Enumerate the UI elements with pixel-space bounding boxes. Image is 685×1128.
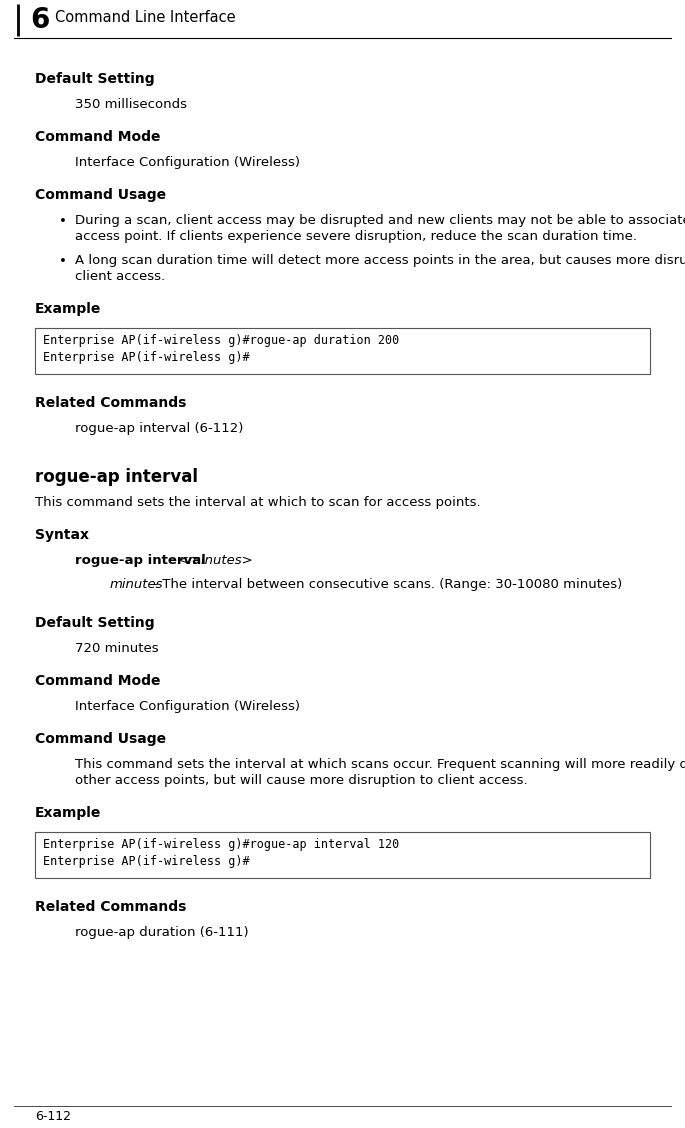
Text: Related Commands: Related Commands (35, 900, 186, 914)
Text: rogue-ap interval: rogue-ap interval (75, 554, 210, 567)
Text: client access.: client access. (75, 270, 165, 283)
Text: rogue-ap duration (6-111): rogue-ap duration (6-111) (75, 926, 249, 938)
Text: rogue-ap interval (6-112): rogue-ap interval (6-112) (75, 422, 243, 435)
FancyBboxPatch shape (35, 832, 650, 878)
Text: 6-112: 6-112 (35, 1110, 71, 1123)
Text: Default Setting: Default Setting (35, 72, 155, 86)
Text: Command Mode: Command Mode (35, 130, 160, 144)
Text: 720 minutes: 720 minutes (75, 642, 159, 655)
Text: Command Line Interface: Command Line Interface (55, 10, 236, 25)
Text: This command sets the interval at which scans occur. Frequent scanning will more: This command sets the interval at which … (75, 758, 685, 772)
Text: Related Commands: Related Commands (35, 396, 186, 409)
Text: <minutes>: <minutes> (177, 554, 253, 567)
Text: During a scan, client access may be disrupted and new clients may not be able to: During a scan, client access may be disr… (75, 214, 685, 227)
Text: Default Setting: Default Setting (35, 616, 155, 631)
Text: Interface Configuration (Wireless): Interface Configuration (Wireless) (75, 700, 300, 713)
Text: •: • (59, 255, 67, 268)
Text: Example: Example (35, 807, 101, 820)
Text: Enterprise AP(if-wireless g)#: Enterprise AP(if-wireless g)# (43, 351, 249, 364)
Text: Example: Example (35, 302, 101, 316)
Text: A long scan duration time will detect more access points in the area, but causes: A long scan duration time will detect mo… (75, 254, 685, 267)
Text: Command Mode: Command Mode (35, 675, 160, 688)
Text: Syntax: Syntax (35, 528, 89, 541)
Text: •: • (59, 215, 67, 228)
Text: Enterprise AP(if-wireless g)#rogue-ap duration 200: Enterprise AP(if-wireless g)#rogue-ap du… (43, 334, 399, 347)
Text: Command Usage: Command Usage (35, 188, 166, 202)
FancyBboxPatch shape (35, 328, 650, 374)
Text: 6: 6 (30, 6, 49, 34)
Text: other access points, but will cause more disruption to client access.: other access points, but will cause more… (75, 774, 527, 787)
Text: Command Usage: Command Usage (35, 732, 166, 746)
Text: access point. If clients experience severe disruption, reduce the scan duration : access point. If clients experience seve… (75, 230, 637, 243)
Text: Enterprise AP(if-wireless g)#: Enterprise AP(if-wireless g)# (43, 855, 249, 869)
Text: This command sets the interval at which to scan for access points.: This command sets the interval at which … (35, 496, 481, 509)
Text: Interface Configuration (Wireless): Interface Configuration (Wireless) (75, 156, 300, 169)
Text: - The interval between consecutive scans. (Range: 30-10080 minutes): - The interval between consecutive scans… (149, 578, 622, 591)
Text: rogue-ap interval: rogue-ap interval (35, 468, 198, 486)
Text: 350 milliseconds: 350 milliseconds (75, 98, 187, 111)
Text: minutes: minutes (110, 578, 164, 591)
Text: Enterprise AP(if-wireless g)#rogue-ap interval 120: Enterprise AP(if-wireless g)#rogue-ap in… (43, 838, 399, 851)
